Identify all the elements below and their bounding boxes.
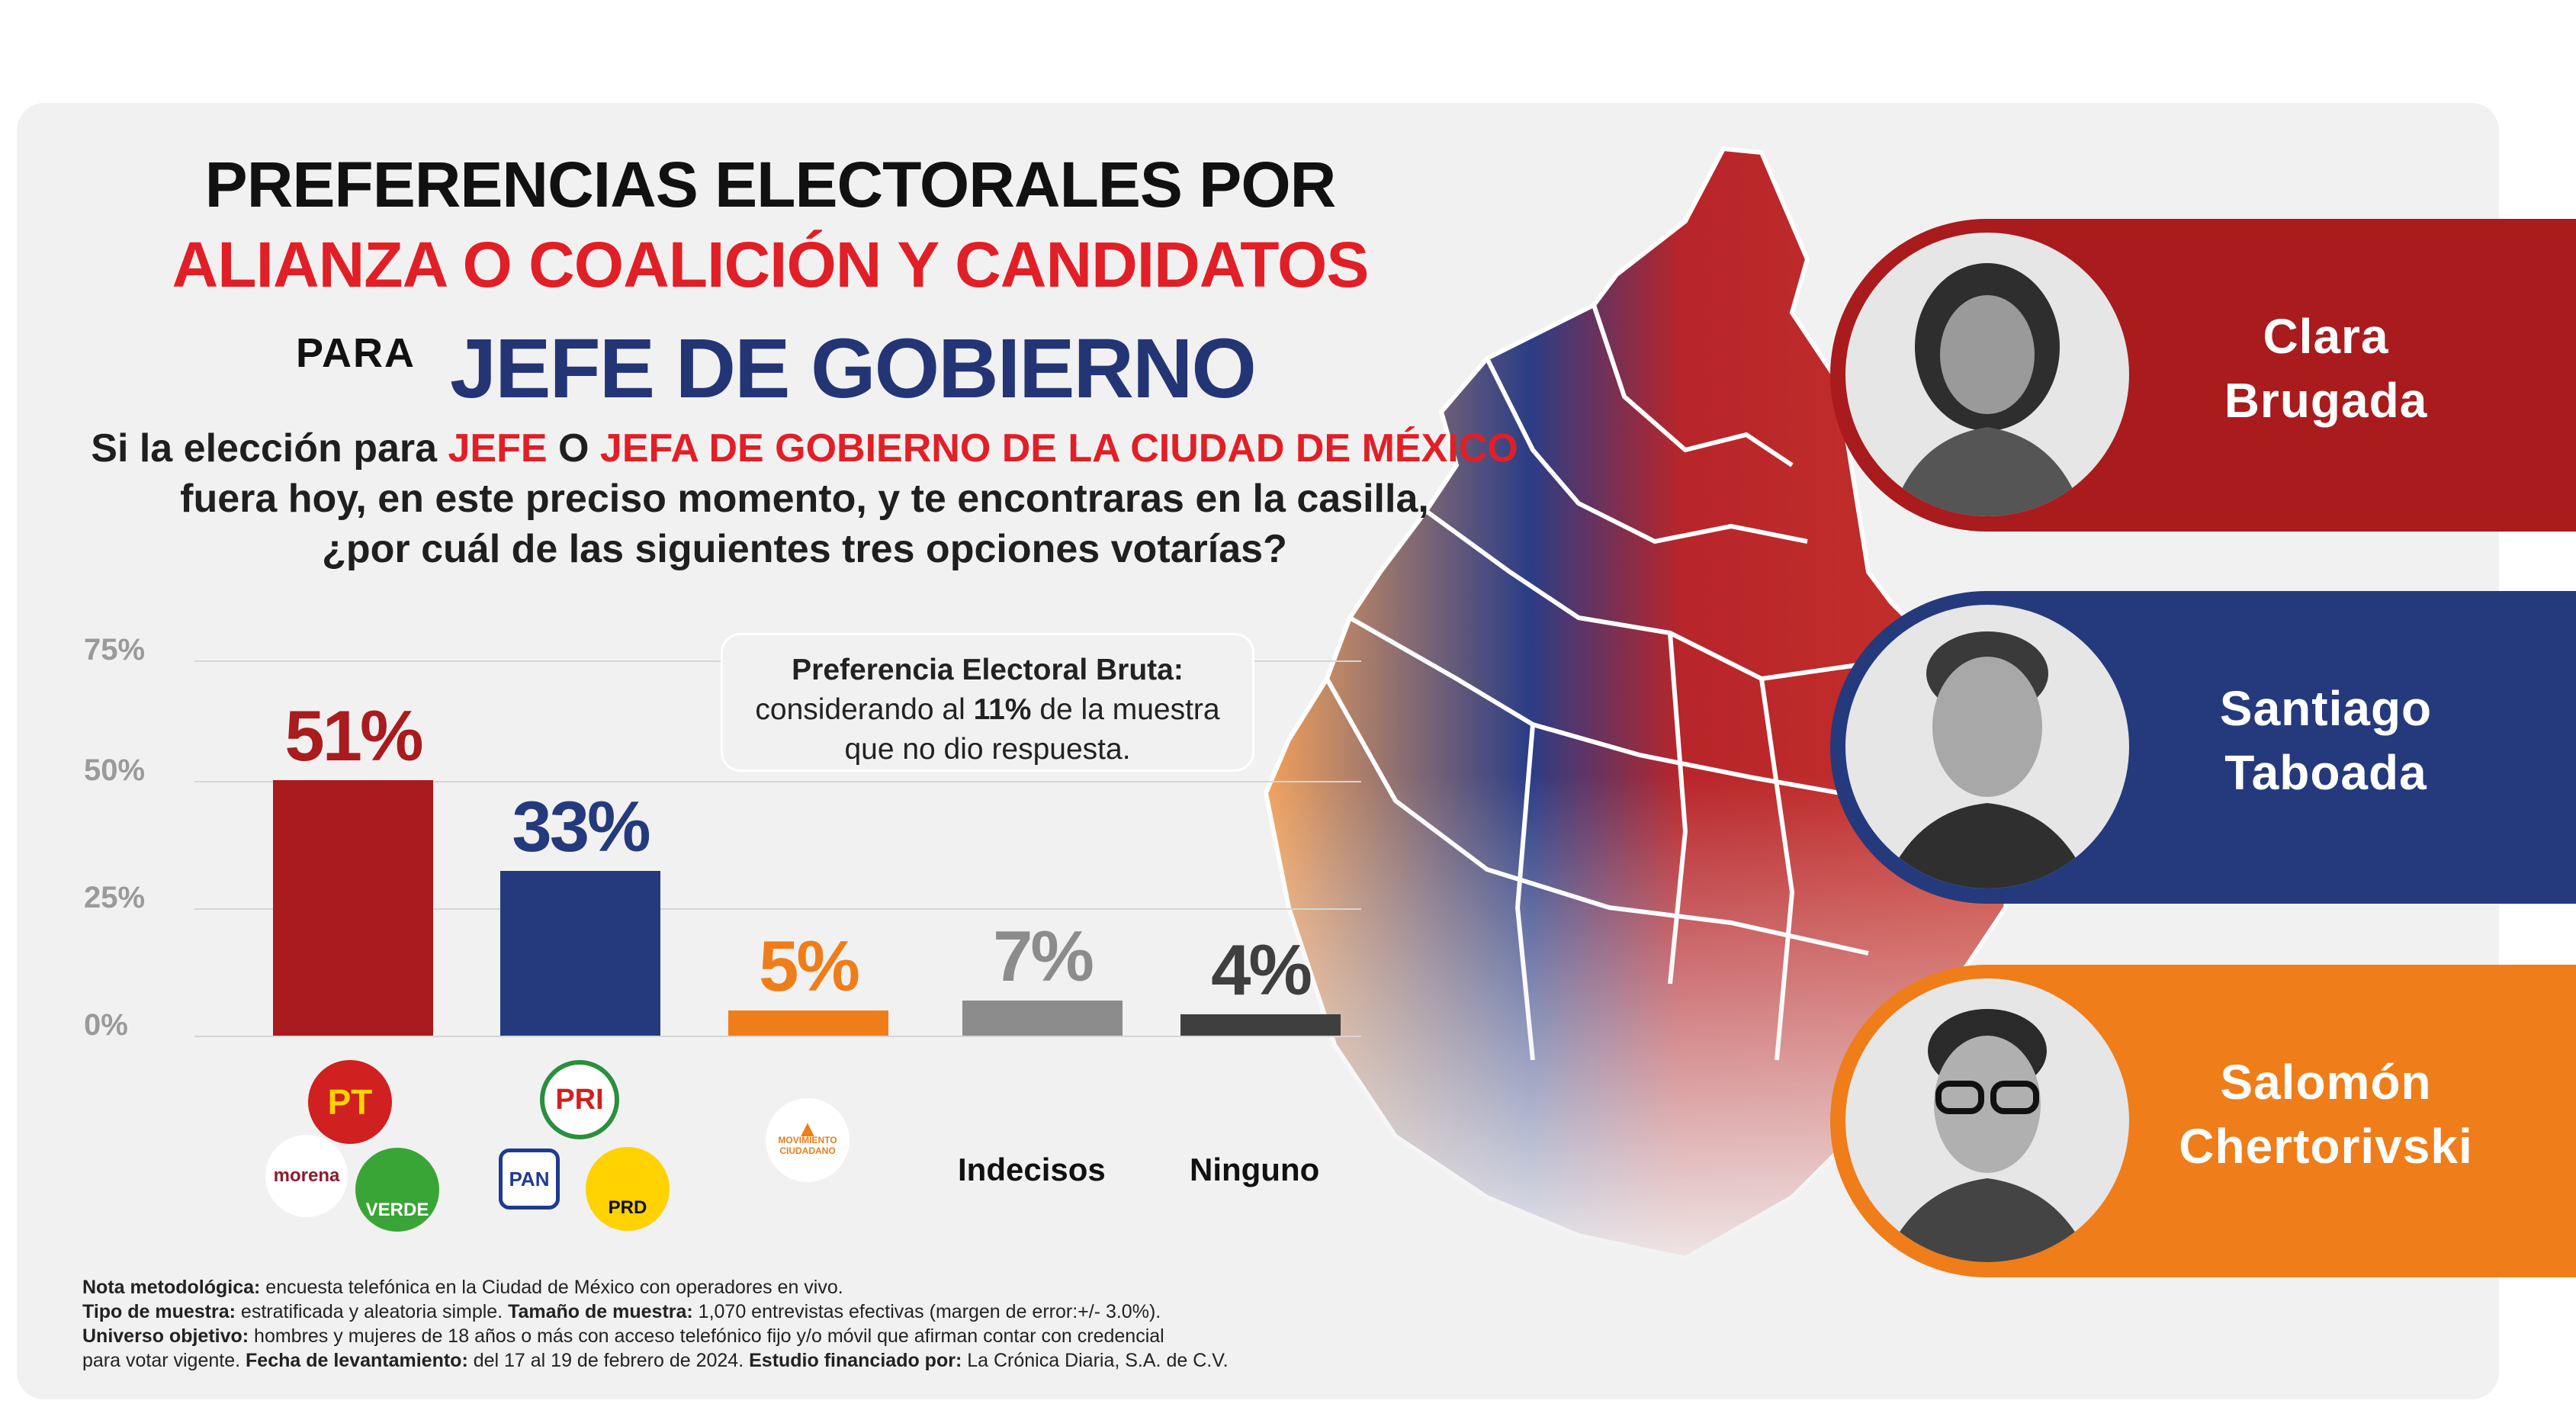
method-val-1: encuesta telefónica en la Ciudad de Méxi… (260, 1277, 843, 1298)
morena-logo: morena (265, 1135, 348, 1217)
method-key-4: Universo objetivo: (82, 1325, 249, 1347)
method-val-5: del 17 al 19 de febrero de 2024. (467, 1350, 750, 1371)
question-line2: fuera hoy, en este preciso momento, y te… (180, 477, 1429, 521)
candidate-last-name-clara: Brugada (2224, 373, 2428, 428)
method-val-2: estratificada y aleatoria simple. (235, 1301, 509, 1322)
candidate-first-name-salomon: Salomón (2220, 1055, 2432, 1110)
method-key-6: Estudio financiado por: (749, 1350, 962, 1371)
title-line2: ALIANZA O COALICIÓN Y CANDIDATOS (172, 229, 1370, 300)
question-text-c: O (547, 426, 600, 471)
bar-indecisos (962, 1001, 1123, 1036)
methodology-note: Nota metodológica: encuesta telefónica e… (82, 1275, 1379, 1373)
method-key-2: Tipo de muestra: (82, 1301, 236, 1322)
note-text-c: de la muestra (1031, 693, 1220, 726)
note-text-line3: que no dio respuesta. (844, 733, 1131, 766)
eagle-icon: ▲ (796, 1116, 819, 1142)
candidate-photo-salomon (1845, 978, 2129, 1262)
value-label-clara: 51% (284, 696, 423, 776)
method-val-4: hombres y mujeres de 18 años o más con a… (249, 1325, 1164, 1347)
value-label-indecisos: 7% (993, 916, 1094, 997)
prd-logo: PRD (586, 1147, 670, 1231)
person-icon (1884, 1009, 2091, 1262)
candidate-panel-santiago-taboada: Santiago Taboada (1830, 591, 2576, 904)
question-line1: Si la elección para JEFE O JEFA DE GOBIE… (0, 423, 1609, 474)
morena-logo-text: morena (273, 1165, 340, 1186)
grid-line-50 (194, 781, 1361, 782)
bar-salomon-chertorivski (728, 1010, 888, 1036)
method-key-5: Fecha de levantamiento: (246, 1350, 468, 1371)
pri-logo-text: PRI (555, 1083, 604, 1116)
pan-logo-text: PAN (509, 1167, 550, 1190)
candidate-photo-clara (1845, 233, 2129, 516)
note-percentage: 11% (973, 693, 1032, 726)
title-jefe-de-gobierno: JEFE DE GOBIERNO (450, 322, 1257, 416)
mc-logo-text-1: MOVIMIENTO (778, 1135, 837, 1145)
y-tick-25: 25% (84, 881, 146, 914)
question-line3: ¿por cuál de las siguientes tres opcione… (322, 527, 1287, 571)
method-key-1: Nota metodológica: (82, 1277, 261, 1298)
title-line1: PREFERENCIAS ELECTORALES POR (204, 149, 1337, 220)
value-label-santiago: 33% (512, 785, 650, 866)
title-para: PARA (296, 330, 416, 376)
pri-logo: PRI (540, 1060, 619, 1139)
value-label-salomon: 5% (759, 926, 860, 1007)
method-val-4b: para votar vigente. (82, 1350, 246, 1371)
verde-logo: VERDE (355, 1148, 439, 1232)
verde-logo-text: VERDE (365, 1200, 429, 1220)
question-text-b: JEFE (448, 426, 548, 471)
candidate-panel-clara-brugada: Clara Brugada (1830, 219, 2576, 532)
value-label-ninguno: 4% (1211, 930, 1312, 1010)
bar-santiago-taboada (500, 870, 660, 1036)
pt-logo: PT (308, 1060, 392, 1144)
method-val-6: La Crónica Diaria, S.A. de C.V. (962, 1350, 1229, 1371)
y-tick-50: 50% (84, 753, 146, 787)
question-text-a: Si la elección para (91, 426, 448, 471)
note-title: Preferencia Electoral Bruta: (792, 654, 1184, 686)
y-tick-0: 0% (84, 1008, 128, 1042)
note-text-a: considerando al (755, 693, 974, 726)
person-icon (1884, 631, 2091, 888)
grid-line-25 (194, 908, 1361, 910)
y-tick-75: 75% (84, 633, 146, 667)
mc-logo-text-2: CIUDADANO (779, 1145, 836, 1156)
category-indecisos: Indecisos (958, 1152, 1106, 1187)
bar-clara-brugada (273, 780, 433, 1036)
candidate-first-name-santiago: Santiago (2219, 681, 2433, 736)
category-ninguno: Ninguno (1190, 1152, 1320, 1187)
bar-ninguno (1180, 1014, 1341, 1036)
prd-logo-text: PRD (608, 1197, 647, 1218)
pt-logo-text: PT (327, 1082, 373, 1122)
candidate-panel-salomon-chertorivski: Salomón Chertorivski (1830, 965, 2576, 1277)
candidate-first-name-clara: Clara (2263, 309, 2389, 364)
candidate-last-name-salomon: Chertorivski (2179, 1119, 2473, 1174)
grid-line-0 (194, 1036, 1361, 1037)
candidate-photo-santiago (1845, 605, 2129, 888)
question-text-d: JEFA DE GOBIERNO DE LA CIUDAD DE MÉXICO (599, 426, 1518, 471)
method-key-3: Tamaño de muestra: (508, 1301, 693, 1322)
note-box: Preferencia Electoral Bruta: considerand… (721, 633, 1254, 772)
pan-logo: PAN (499, 1149, 560, 1210)
method-val-3: 1,070 entrevistas efectivas (margen de e… (692, 1301, 1161, 1322)
person-icon (1891, 263, 2083, 516)
candidate-last-name-santiago: Taboada (2224, 745, 2427, 800)
movimiento-ciudadano-logo: ▲ MOVIMIENTO CIUDADANO (766, 1098, 850, 1182)
